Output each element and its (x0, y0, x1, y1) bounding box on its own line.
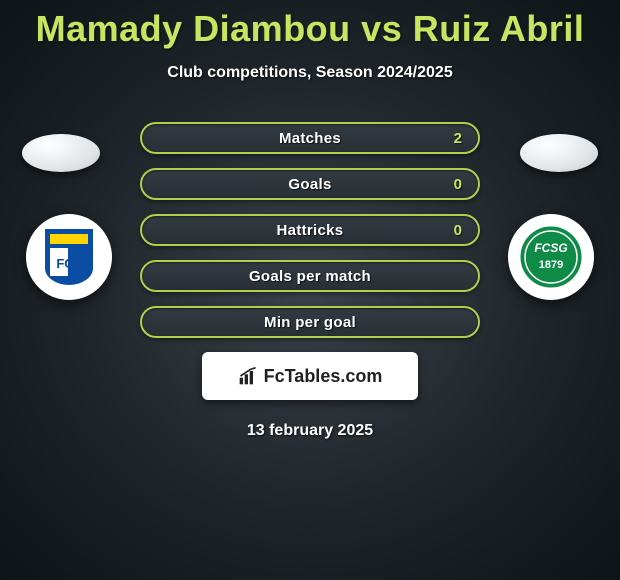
svg-text:FCSG: FCSG (534, 241, 567, 255)
club-right-badge: FCSG 1879 (508, 214, 594, 300)
stat-label: Goals (288, 176, 331, 193)
stat-value: 0 (454, 222, 462, 239)
date-label: 13 february 2025 (0, 422, 620, 440)
stats-rows: Matches 2 Goals 0 Hattricks 0 Goals per … (140, 122, 480, 338)
brand: FcTables.com (238, 366, 383, 387)
stat-row: Min per goal (140, 306, 480, 338)
brand-box: FcTables.com (202, 352, 418, 400)
chart-icon (238, 366, 258, 386)
stat-label: Min per goal (264, 314, 356, 331)
fcsg-badge-icon: FCSG 1879 (516, 222, 586, 292)
brand-text: FcTables.com (264, 366, 383, 387)
svg-text:1879: 1879 (539, 259, 563, 271)
subtitle: Club competitions, Season 2024/2025 (0, 64, 620, 82)
stat-row: Goals 0 (140, 168, 480, 200)
stat-label: Goals per match (249, 268, 371, 285)
stat-label: Hattricks (277, 222, 344, 239)
stat-row: Goals per match (140, 260, 480, 292)
fcl-badge-icon: FCL (34, 222, 104, 292)
page-title: Mamady Diambou vs Ruiz Abril (0, 0, 620, 50)
stat-value: 0 (454, 176, 462, 193)
svg-text:FCL: FCL (56, 256, 81, 271)
player-right-avatar (520, 134, 598, 172)
stat-label: Matches (279, 130, 341, 147)
club-left-badge: FCL (26, 214, 112, 300)
player-left-avatar (22, 134, 100, 172)
stat-row: Matches 2 (140, 122, 480, 154)
stat-value: 2 (454, 130, 462, 147)
stat-row: Hattricks 0 (140, 214, 480, 246)
comparison-panel: FCL FCSG 1879 Matches 2 Goals 0 Hattrick… (0, 122, 620, 440)
